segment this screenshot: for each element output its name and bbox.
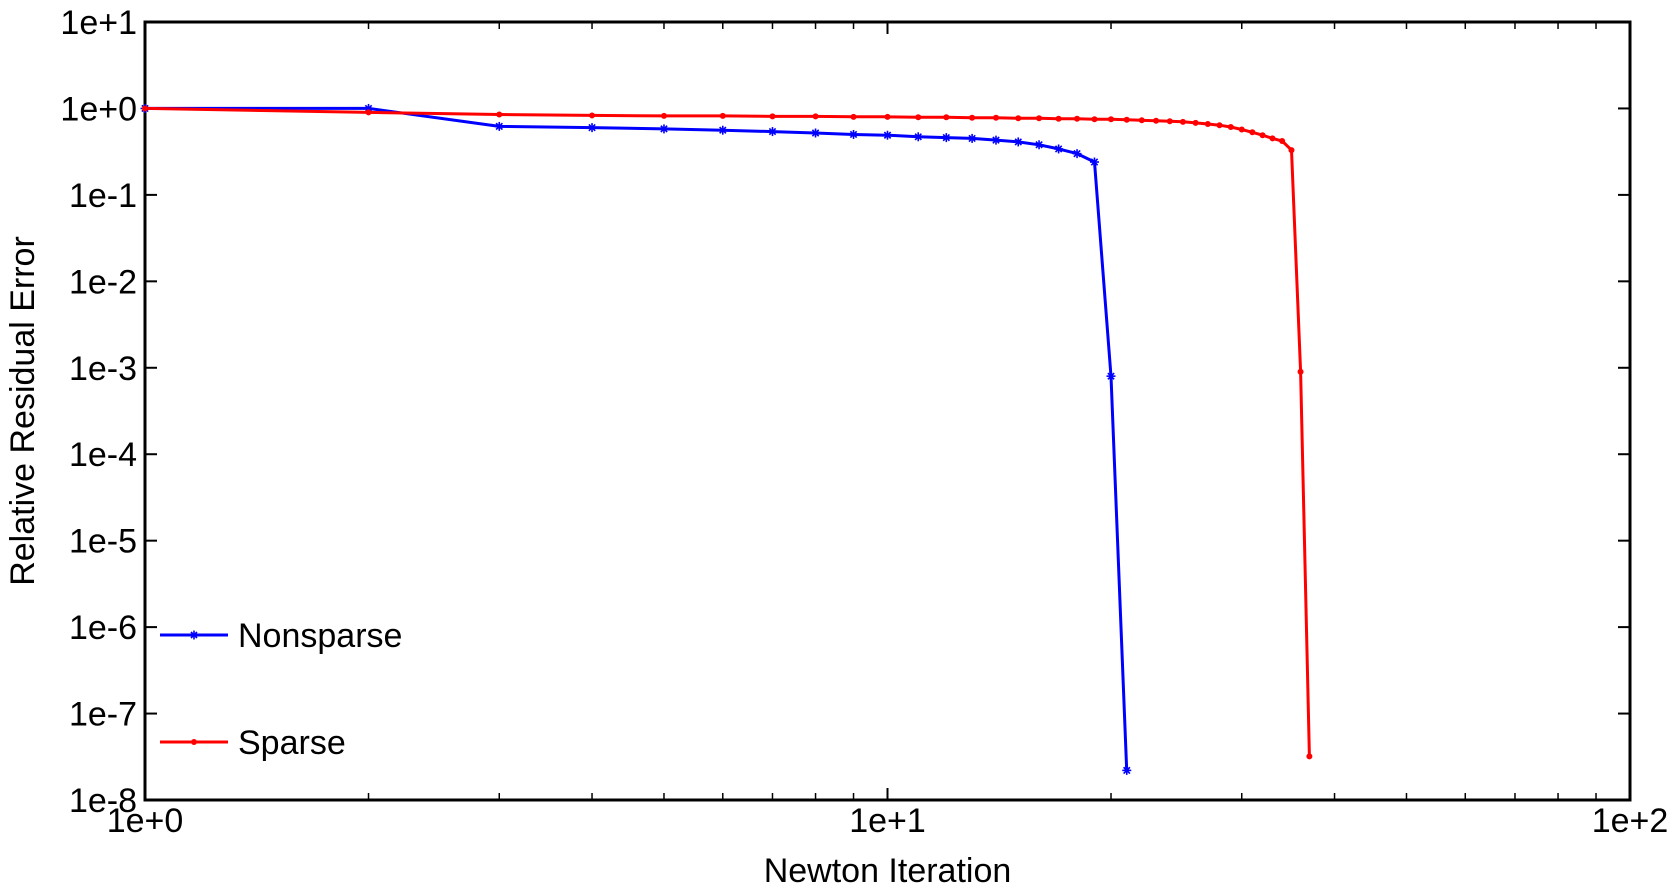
data-point: [587, 123, 597, 133]
data-point: [943, 114, 950, 121]
legend-label: Nonsparse: [238, 617, 402, 655]
y-tick-label: 1e-8: [69, 782, 137, 820]
data-point: [941, 133, 951, 143]
data-point: [1269, 135, 1276, 142]
data-point: [1288, 147, 1295, 154]
data-point: [1072, 149, 1082, 159]
data-point: [1122, 765, 1132, 775]
legend-item: Nonsparse: [160, 617, 402, 655]
data-point: [1192, 119, 1199, 126]
data-point: [589, 112, 596, 119]
series-sparse: [142, 105, 1313, 760]
data-point: [1166, 118, 1173, 125]
x-tick-label: 1e+1: [849, 802, 926, 840]
data-point: [811, 128, 821, 138]
data-point: [1055, 115, 1062, 122]
data-point: [1091, 116, 1098, 123]
data-point: [1054, 144, 1064, 154]
x-tick-label: 1e+2: [1592, 802, 1669, 840]
y-tick-label: 1e+1: [60, 4, 137, 42]
data-point: [1106, 371, 1116, 381]
y-tick-label: 1e-4: [69, 436, 137, 474]
data-point: [1238, 126, 1245, 133]
legend: Nonsparse Sparse: [160, 617, 402, 762]
data-point: [1036, 115, 1043, 122]
data-point: [884, 113, 891, 120]
data-point: [1153, 117, 1160, 124]
data-point: [1179, 118, 1186, 125]
data-point: [1123, 116, 1130, 123]
data-point: [1138, 117, 1145, 124]
data-point: [1034, 140, 1044, 150]
data-point: [1089, 157, 1099, 167]
data-point: [967, 133, 977, 143]
data-point: [969, 114, 976, 121]
series-nonsparse: [140, 103, 1132, 775]
data-point: [142, 105, 148, 112]
series-line: [145, 106, 1129, 771]
y-tick-label: 1e-3: [69, 350, 137, 388]
axis-ticks: 1e+0 1e+1 1e+2 1e+1 1e+0 1e-1 1e-2 1e-3 1e-4 1e-5…: [60, 4, 1668, 840]
data-point: [660, 112, 667, 119]
legend-item: Sparse: [160, 724, 346, 762]
data-point: [496, 111, 503, 118]
y-tick-label: 1e-1: [69, 177, 137, 215]
y-tick-label: 1e-7: [69, 696, 137, 734]
data-point: [1013, 137, 1023, 147]
data-point: [991, 135, 1001, 145]
data-point: [365, 109, 372, 116]
data-point: [812, 113, 819, 120]
data-point: [1227, 124, 1234, 131]
data-point: [494, 121, 504, 131]
data-point: [719, 112, 726, 119]
data-point: [1216, 122, 1223, 129]
data-point: [913, 132, 923, 142]
series-group: [140, 103, 1313, 775]
x-tick-label: 1e+0: [107, 802, 184, 840]
data-point: [850, 113, 857, 120]
data-point: [718, 125, 728, 135]
y-tick-label: 1e+0: [60, 90, 137, 128]
data-point: [1249, 129, 1256, 136]
y-axis-title: Relative Residual Error: [4, 236, 42, 586]
data-point: [1015, 115, 1022, 122]
data-point: [915, 114, 922, 121]
y-tick-label: 1e-5: [69, 523, 137, 561]
data-point: [1279, 138, 1286, 145]
y-tick-label: 1e-2: [69, 263, 137, 301]
data-point: [883, 130, 892, 140]
series-line: [144, 106, 1311, 757]
data-point: [1297, 368, 1304, 375]
data-point: [1108, 116, 1115, 123]
data-point: [1204, 121, 1211, 128]
data-point: [769, 113, 776, 120]
legend-label: Sparse: [238, 724, 346, 762]
data-point: [849, 129, 859, 139]
data-point: [1259, 132, 1266, 139]
data-point: [767, 127, 777, 137]
y-tick-label: 1e-6: [69, 609, 137, 647]
data-point: [1306, 753, 1313, 760]
data-point: [1074, 115, 1081, 122]
data-point: [659, 124, 669, 134]
data-point: [993, 114, 1000, 121]
x-axis-title: Newton Iteration: [764, 852, 1012, 890]
